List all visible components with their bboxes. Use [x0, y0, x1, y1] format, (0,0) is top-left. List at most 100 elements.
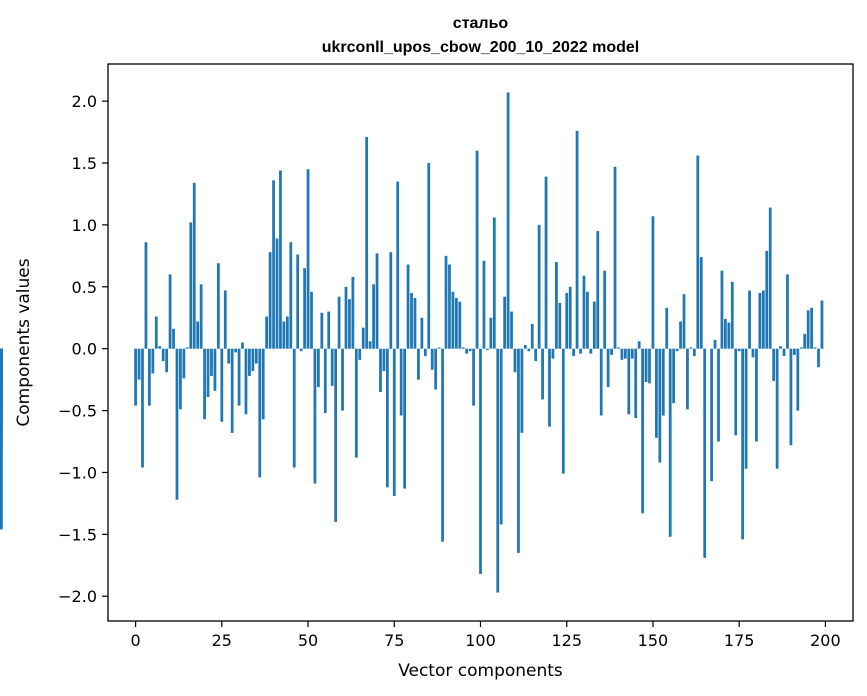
bar: [282, 321, 286, 349]
bar: [644, 348, 648, 383]
bar: [555, 262, 558, 349]
bar: [237, 348, 241, 406]
bar: [541, 348, 544, 400]
bar: [648, 348, 651, 384]
bar: [710, 348, 713, 482]
bar: [499, 348, 503, 525]
bar: [168, 274, 172, 349]
y-tick-label: 0.5: [72, 278, 97, 297]
chart-title: стальо: [453, 15, 509, 32]
bar: [637, 341, 641, 349]
bar: [151, 348, 155, 374]
bar: [241, 342, 244, 349]
bar: [810, 307, 813, 349]
x-tick-label: 50: [298, 631, 318, 650]
bar: [344, 286, 348, 349]
bar: [792, 348, 796, 355]
bar: [482, 260, 486, 349]
x-tick-label: 175: [724, 631, 755, 650]
bar: [741, 348, 745, 540]
bar: [599, 348, 603, 416]
y-tick-label: −1.0: [58, 463, 97, 482]
bar: [244, 348, 248, 415]
y-tick-label: −2.0: [58, 587, 97, 606]
bar: [813, 347, 817, 349]
x-tick-label: 150: [638, 631, 669, 650]
bar: [389, 252, 393, 349]
bar: [468, 348, 472, 352]
bar: [479, 348, 482, 574]
bar: [730, 281, 734, 349]
bar: [144, 242, 148, 349]
bar: [568, 286, 572, 349]
bar: [713, 340, 717, 349]
bar: [430, 348, 434, 370]
bar: [230, 348, 234, 433]
bar: [603, 270, 607, 349]
bar: [772, 348, 776, 381]
bar: [134, 348, 137, 406]
bar: [210, 348, 213, 376]
y-tick-label: −0.5: [58, 402, 97, 421]
bar: [189, 222, 193, 349]
bar: [672, 348, 676, 404]
x-axis-label: Vector components: [398, 661, 563, 681]
bar: [520, 348, 524, 433]
bar: [523, 344, 527, 349]
bar: [755, 348, 758, 442]
bar: [199, 284, 203, 349]
bar: [182, 348, 186, 379]
bar: [223, 290, 227, 349]
bar: [786, 274, 789, 349]
bar: [492, 217, 496, 349]
bar: [175, 348, 179, 500]
x-axis-ticks: 0 25 50 75 100 125 150 175 200: [130, 621, 841, 650]
chart-subtitle: ukrconll_upos_cbow_200_10_2022 model: [322, 39, 639, 56]
bar: [372, 284, 375, 349]
bar: [661, 348, 665, 416]
bar: [454, 297, 458, 349]
bar: [434, 348, 438, 390]
bar: [724, 318, 727, 349]
bar: [227, 348, 231, 364]
bar: [185, 347, 189, 349]
bar: [796, 348, 800, 411]
bar: [203, 348, 206, 420]
bar: [375, 253, 379, 349]
bar: [423, 348, 427, 357]
bar: [668, 348, 672, 537]
bar: [575, 130, 579, 349]
bar: [682, 294, 686, 349]
bar: [634, 348, 638, 419]
bar: [630, 348, 634, 359]
bar: [561, 348, 565, 474]
bar: [686, 348, 689, 410]
bar: [365, 137, 369, 349]
bar: [679, 321, 682, 349]
y-axis-ticks: −2.0 −1.5 −1.0 −0.5 0.0 0.5 1.0 1.5 2.0: [58, 92, 108, 606]
bar: [596, 231, 600, 349]
y-axis-label: Components values: [14, 258, 34, 426]
bar: [348, 299, 351, 349]
bar: [548, 348, 551, 427]
bar: [289, 242, 293, 349]
bar: [641, 348, 644, 514]
bar: [299, 348, 303, 352]
bar: [420, 317, 424, 349]
bar: [358, 348, 362, 360]
bar: [551, 348, 555, 359]
bar: [248, 348, 251, 376]
bar: [261, 348, 265, 420]
bar: [737, 348, 741, 352]
bar: [254, 348, 258, 364]
bar: [692, 348, 696, 357]
bar: [782, 348, 786, 357]
plot-frame: [107, 63, 854, 622]
bar: [527, 348, 531, 352]
bar: [582, 275, 586, 349]
bar: [327, 311, 331, 349]
bar: [179, 348, 182, 410]
bar: [720, 270, 724, 349]
bar: [220, 348, 224, 422]
bar: [141, 348, 144, 468]
